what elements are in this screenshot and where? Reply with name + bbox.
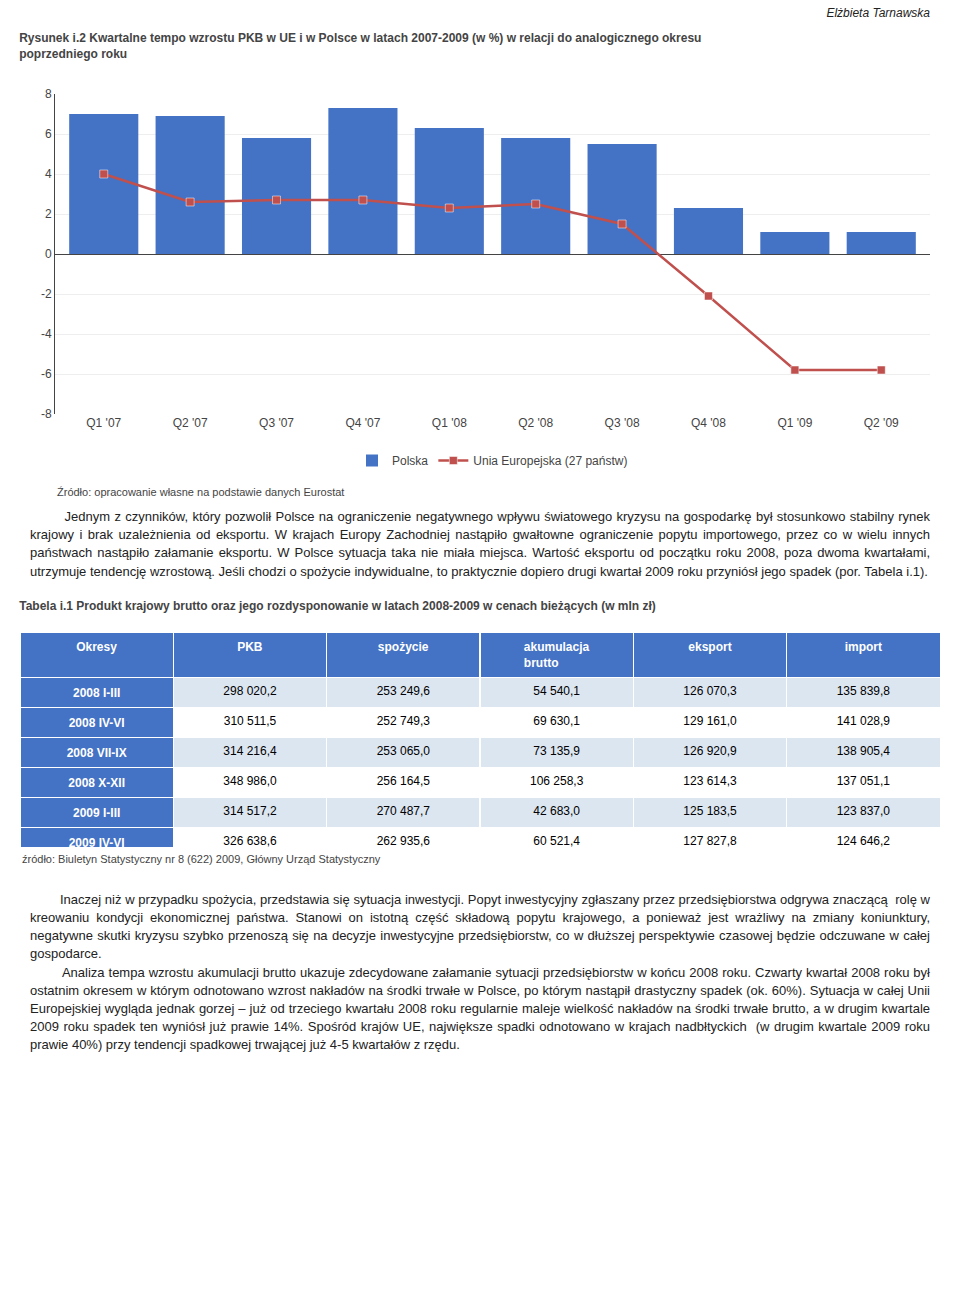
svg-text:310 511,5: 310 511,5 (224, 713, 277, 727)
svg-text:Q3 '08: Q3 '08 (605, 416, 640, 430)
svg-text:Q1 '07: Q1 '07 (86, 416, 121, 430)
svg-text:źródło: Biuletyn Statystyczny: źródło: Biuletyn Statystyczny nr 8 (622)… (22, 853, 381, 865)
svg-text:348 986,0: 348 986,0 (223, 773, 277, 787)
html-text:Jednym z czynników, który pozw: Jednym z czynników, który pozwolił Polsc… (30, 509, 934, 579)
svg-text:2009 IV-VI: 2009 IV-VI (69, 835, 125, 846)
svg-text:6: 6 (45, 127, 52, 141)
svg-text:Q4 '08: Q4 '08 (691, 416, 726, 430)
svg-text:262 935,6: 262 935,6 (377, 833, 431, 846)
svg-text:42 683,0: 42 683,0 (533, 803, 580, 817)
svg-text:135 839,8: 135 839,8 (837, 683, 891, 697)
svg-text:-6: -6 (41, 367, 52, 381)
svg-text:314 517,2: 314 517,2 (223, 803, 277, 817)
svg-text:Q2 '07: Q2 '07 (173, 416, 208, 430)
svg-text:Źródło: opracowanie własne na: Źródło: opracowanie własne na podstawie … (57, 486, 344, 498)
svg-text:138 905,4: 138 905,4 (837, 743, 891, 757)
svg-text:8: 8 (45, 87, 52, 101)
svg-text:Q1 '08: Q1 '08 (432, 416, 467, 430)
svg-text:106 258,3: 106 258,3 (530, 773, 584, 787)
svg-text:spożycie: spożycie (378, 640, 429, 654)
svg-text:314 216,4: 314 216,4 (223, 743, 277, 757)
svg-text:60 521,4: 60 521,4 (533, 833, 580, 846)
svg-text:2: 2 (45, 207, 52, 221)
svg-text:PKB: PKB (237, 640, 263, 654)
svg-text:-2: -2 (41, 287, 52, 301)
svg-text:129 161,0: 129 161,0 (683, 713, 737, 727)
svg-text:2008 IV-VI: 2008 IV-VI (69, 715, 125, 729)
svg-text:256 164,5: 256 164,5 (377, 773, 431, 787)
svg-text:-4: -4 (41, 327, 52, 341)
svg-text:0: 0 (45, 247, 52, 261)
svg-text:Q3 '07: Q3 '07 (259, 416, 294, 430)
svg-text:Q2 '09: Q2 '09 (864, 416, 899, 430)
svg-text:akumulacjabrutto: akumulacjabrutto (524, 640, 590, 670)
svg-text:126 070,3: 126 070,3 (683, 683, 737, 697)
svg-text:137 051,1: 137 051,1 (837, 773, 891, 787)
svg-text:73 135,9: 73 135,9 (533, 743, 580, 757)
svg-text:124 646,2: 124 646,2 (837, 833, 891, 846)
svg-text:127 827,8: 127 827,8 (683, 833, 737, 846)
svg-text:2009 I-III: 2009 I-III (73, 805, 120, 819)
svg-text:326 638,6: 326 638,6 (223, 833, 277, 846)
svg-text:126 920,9: 126 920,9 (683, 743, 737, 757)
svg-text:-8: -8 (41, 407, 52, 421)
html-text:Inaczej niż w przypadku spożyc: Inaczej niż w przypadku spożycia, przeds… (30, 891, 934, 1053)
svg-text:Okresy: Okresy (76, 640, 117, 654)
svg-text:298 020,2: 298 020,2 (223, 683, 277, 697)
svg-text:Rysunek i.2 Kwartalne tempo wz: Rysunek i.2 Kwartalne tempo wzrostu PKB … (19, 31, 701, 61)
svg-text:123 614,3: 123 614,3 (683, 773, 737, 787)
svg-text:270 487,7: 270 487,7 (377, 803, 431, 817)
svg-text:54 540,1: 54 540,1 (533, 683, 580, 697)
svg-text:2008 X-XII: 2008 X-XII (68, 775, 125, 789)
svg-text:Q4 '07: Q4 '07 (345, 416, 380, 430)
html-text:Elżbieta Tarnawska: Elżbieta Tarnawska (826, 6, 930, 20)
svg-text:Unia Europejska (27 państw): Unia Europejska (27 państw) (473, 454, 627, 468)
svg-text:253 065,0: 253 065,0 (377, 743, 431, 757)
svg-text:Polska: Polska (392, 454, 428, 468)
svg-text:253 249,6: 253 249,6 (377, 683, 431, 697)
svg-text:2008 I-III: 2008 I-III (73, 685, 120, 699)
svg-text:252 749,3: 252 749,3 (377, 713, 431, 727)
svg-text:123 837,0: 123 837,0 (837, 803, 891, 817)
svg-text:69 630,1: 69 630,1 (533, 713, 580, 727)
svg-text:import: import (845, 640, 882, 654)
svg-text:Q2 '08: Q2 '08 (518, 416, 553, 430)
svg-text:125 183,5: 125 183,5 (683, 803, 737, 817)
svg-text:eksport: eksport (688, 640, 731, 654)
svg-text:2008 VII-IX: 2008 VII-IX (67, 745, 127, 759)
svg-text:Q1 '09: Q1 '09 (777, 416, 812, 430)
svg-text:141 028,9: 141 028,9 (837, 713, 891, 727)
svg-text:Tabela i.1 Produkt krajowy bru: Tabela i.1 Produkt krajowy brutto oraz j… (19, 599, 656, 613)
svg-text:4: 4 (45, 167, 52, 181)
